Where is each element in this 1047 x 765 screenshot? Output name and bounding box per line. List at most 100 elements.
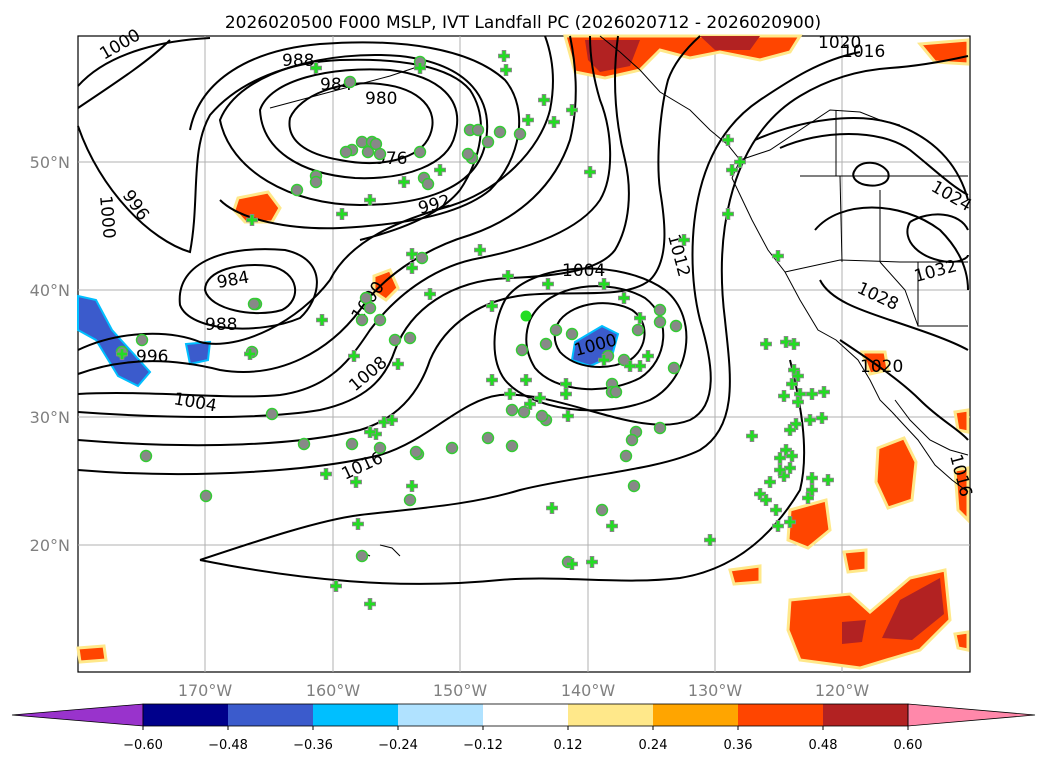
observation-plus <box>726 164 738 176</box>
lon-label: 140°W <box>561 681 616 700</box>
ivt-positive-region <box>76 644 108 664</box>
observation-plus <box>424 288 436 300</box>
observation-plus <box>760 338 772 350</box>
observation-dot <box>520 310 532 322</box>
observation-circle <box>403 331 417 345</box>
observation-circle <box>290 183 304 197</box>
observation-plus <box>350 476 362 488</box>
observation-plus <box>352 518 364 530</box>
observation-circle <box>667 361 681 375</box>
observation-circle <box>355 549 369 563</box>
observation-plus <box>818 386 830 398</box>
observation-circle <box>373 147 387 161</box>
observation-plus <box>310 62 322 74</box>
observation-plus <box>784 462 796 474</box>
contour-label: 988 <box>282 51 314 71</box>
colorbar-tick-label: 0.12 <box>554 738 583 753</box>
observation-circle <box>481 135 495 149</box>
figure-title: 2026020500 F000 MSLP, IVT Landfall PC (2… <box>225 13 821 33</box>
observation-plus <box>786 450 798 462</box>
ivt-positive-core <box>842 620 866 644</box>
lat-label: 40°N <box>30 281 70 300</box>
observation-plus <box>566 104 578 116</box>
ivt-positive-region <box>953 630 970 652</box>
observation-plus <box>502 270 514 282</box>
observation-plus <box>474 244 486 256</box>
colorbar-bin <box>313 704 398 726</box>
contour-label: 988 <box>205 315 237 335</box>
contour-label: 1004 <box>562 261 605 281</box>
colorbar: −0.60 −0.48 −0.36 −0.24 −0.12 0.12 0.24 0.36 0.4… <box>11 703 1036 753</box>
observation-circle <box>409 445 423 459</box>
observation-circle <box>139 449 153 463</box>
observation-circle <box>413 145 427 159</box>
observation-plus <box>806 484 818 496</box>
colorbar-outline <box>142 703 909 727</box>
colorbar-bin <box>228 704 313 726</box>
observation-circle <box>415 251 429 265</box>
ivt-positive-region <box>786 498 832 550</box>
observation-plus <box>534 392 546 404</box>
observation-plus <box>364 194 376 206</box>
colorbar-tick-label: 0.36 <box>724 738 753 753</box>
colorbar-bin <box>653 704 738 726</box>
observation-circle <box>631 323 645 337</box>
observation-plus <box>486 374 498 386</box>
observation-plus <box>522 114 534 126</box>
contour-label: 1020 <box>818 33 861 53</box>
ivt-positive-core <box>585 40 640 72</box>
observation-plus <box>746 430 758 442</box>
observation-plus <box>722 208 734 220</box>
observation-plus <box>392 358 404 370</box>
observation-plus <box>788 338 800 350</box>
observation-circle <box>617 353 631 367</box>
lon-label: 130°W <box>688 681 743 700</box>
observation-plus <box>678 234 690 246</box>
observation-circle <box>373 313 387 327</box>
ivt-positive-core <box>882 578 944 640</box>
observation-plus <box>116 348 128 360</box>
observation-circle <box>653 303 667 317</box>
observation-plus <box>822 474 834 486</box>
lat-label: 20°N <box>30 536 70 555</box>
observation-plus <box>406 262 418 274</box>
observation-plus <box>504 388 516 400</box>
colorbar-tick-label: −0.24 <box>378 738 418 753</box>
observation-plus <box>378 416 390 428</box>
observation-plus <box>546 502 558 514</box>
observation-markers <box>115 50 834 610</box>
observation-plus <box>520 374 532 386</box>
observation-circle <box>309 175 323 189</box>
observation-circle <box>481 431 495 445</box>
observation-plus <box>618 292 630 304</box>
ivt-negative-region <box>77 294 152 388</box>
latitude-labels: 50°N 40°N 30°N 20°N <box>30 153 70 555</box>
ivt-positive-region <box>953 466 970 524</box>
observation-circle <box>619 449 633 463</box>
lat-label: 30°N <box>30 408 70 427</box>
observation-plus <box>772 520 784 532</box>
mslp-contours <box>77 35 969 585</box>
observation-plus <box>806 472 818 484</box>
lon-label: 160°W <box>306 681 361 700</box>
ivt-positive-region <box>372 268 400 302</box>
colorbar-bin <box>568 704 653 726</box>
observation-circle <box>515 343 529 357</box>
observation-plus <box>560 388 572 400</box>
lon-label: 120°W <box>815 681 870 700</box>
observation-circle <box>355 313 369 327</box>
observation-circle <box>265 407 279 421</box>
observation-plus <box>542 278 554 290</box>
ivt-positive-core <box>700 36 760 50</box>
observation-plus <box>562 410 574 422</box>
observation-plus <box>548 116 560 128</box>
observation-circle <box>461 147 475 161</box>
observation-circle <box>361 145 375 159</box>
observation-plus <box>336 208 348 220</box>
observation-circle <box>445 441 459 455</box>
longitude-labels: 170°W 160°W 150°W 140°W 130°W 120°W <box>178 681 870 700</box>
ivt-positive-region <box>728 564 762 586</box>
observation-plus <box>784 516 796 528</box>
observation-circle <box>627 479 641 493</box>
